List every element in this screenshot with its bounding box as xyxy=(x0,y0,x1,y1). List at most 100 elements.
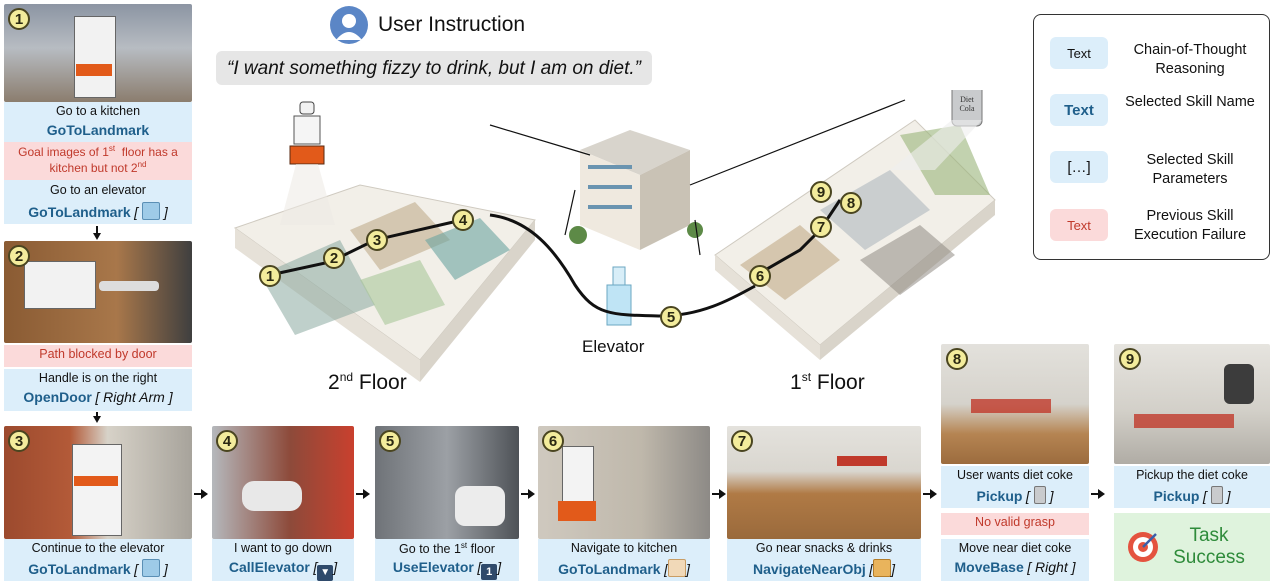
legend-label-skill: Selected Skill Name xyxy=(1125,94,1255,110)
map-badge-3: 3 xyxy=(366,229,388,251)
step7-skill-row: NavigateNearObj [] xyxy=(727,559,921,581)
user-icon xyxy=(330,6,368,44)
step8-param-2: Right xyxy=(1035,559,1068,575)
step8-skill-row: Pickup [ ] xyxy=(941,486,1089,508)
target-icon xyxy=(1126,530,1160,564)
step7-skill: NavigateNearObj xyxy=(752,561,866,577)
legend-row-param: […] Selected Skill Parameters xyxy=(1034,143,1269,191)
elevator-label: Elevator xyxy=(582,337,645,356)
instruction-text: “I want something fizzy to drink, but I … xyxy=(227,58,641,79)
step9-photo xyxy=(1114,344,1270,464)
step7-photo xyxy=(727,426,921,539)
map-badge-8: 8 xyxy=(840,192,862,214)
map-badge-7: 7 xyxy=(810,216,832,238)
svg-text:Diet: Diet xyxy=(960,95,975,104)
step1-cot: Go to a kitchen xyxy=(4,102,192,124)
kitchen-icon xyxy=(667,559,686,577)
step8-badge: 8 xyxy=(946,348,968,370)
step8-failure: No valid grasp xyxy=(941,513,1089,535)
step2-cot: Handle is on the right xyxy=(4,369,192,391)
legend-chip-fail: Text xyxy=(1050,209,1108,241)
step4-badge: 4 xyxy=(216,430,238,452)
step1-badge: 1 xyxy=(8,8,30,30)
step8-skill-2-row: MoveBase [ Right ] xyxy=(941,559,1089,581)
floor-one-icon: 1 xyxy=(481,564,498,580)
step1-skill-2: GoToLandmark xyxy=(28,204,131,220)
step6-photo xyxy=(538,426,710,539)
legend-label-cot: Chain-of-Thought Reasoning xyxy=(1133,42,1247,77)
step1-failure: Goal images of 1st floor has a kitchen b… xyxy=(4,142,192,180)
legend-box: Text Chain-of-Thought Reasoning Text Sel… xyxy=(1033,14,1270,260)
elevator-landmark-icon xyxy=(141,559,160,577)
step5-cot: Go to the 1st floor xyxy=(375,539,519,561)
step1-cot-2: Go to an elevator xyxy=(4,180,192,203)
step3-skill: GoToLandmark xyxy=(28,561,131,577)
step8-skill: Pickup xyxy=(976,488,1023,504)
elevator-icon xyxy=(606,266,632,326)
legend-chip-skill: Text xyxy=(1050,94,1108,126)
floor-map: Diet Cola xyxy=(233,90,996,382)
step7-cot: Go near snacks & drinks xyxy=(727,539,921,561)
map-badge-4: 4 xyxy=(452,209,474,231)
step5-skill: UseElevator xyxy=(392,559,474,575)
svg-text:Cola: Cola xyxy=(959,104,975,113)
can-icon xyxy=(1210,486,1223,504)
legend-row-skill: Text Selected Skill Name xyxy=(1034,86,1269,134)
apartment-building xyxy=(569,130,703,250)
step2-failure: Path blocked by door xyxy=(4,345,192,367)
step3-photo xyxy=(4,426,192,539)
legend-label-param: Selected Skill Parameters xyxy=(1146,152,1234,187)
step6-skill: GoToLandmark xyxy=(558,561,661,577)
step3-badge: 3 xyxy=(8,430,30,452)
snacks-icon xyxy=(873,559,892,577)
step4-cot: I want to go down xyxy=(212,539,354,561)
step7-badge: 7 xyxy=(731,430,753,452)
step3-cot: Continue to the elevator xyxy=(4,539,192,561)
step6-badge: 6 xyxy=(542,430,564,452)
step8-cot-2: Move near diet coke xyxy=(941,539,1089,561)
map-badge-1: 1 xyxy=(259,265,281,287)
legend-chip-param: […] xyxy=(1050,151,1108,183)
step3-skill-row: GoToLandmark [ ] xyxy=(4,559,192,581)
step6-cot: Navigate to kitchen xyxy=(538,539,710,561)
step9-skill-row: Pickup [ ] xyxy=(1114,486,1270,508)
step4-skill: CallElevator xyxy=(228,559,310,575)
step5-badge: 5 xyxy=(379,430,401,452)
step5-photo xyxy=(375,426,519,539)
instruction-bubble xyxy=(216,51,652,85)
can-icon xyxy=(1033,486,1046,504)
step2-skill: OpenDoor xyxy=(23,389,92,405)
step2-param: Right Arm xyxy=(103,389,165,405)
step8-cot: User wants diet coke xyxy=(941,466,1089,488)
step9-badge: 9 xyxy=(1119,348,1141,370)
step4-skill-row: CallElevator [▼] xyxy=(212,559,354,581)
step1-skill: GoToLandmark xyxy=(4,122,192,142)
legend-row-fail: Text Previous Skill Execution Failure xyxy=(1034,201,1269,249)
instruction-title: User Instruction xyxy=(378,13,526,36)
legend-label-fail: Previous Skill Execution Failure xyxy=(1133,208,1247,243)
elevator-down-icon: ▼ xyxy=(317,565,334,581)
step1-skill-2-row: GoToLandmark [ ] xyxy=(4,202,192,224)
legend-chip-cot: Text xyxy=(1050,37,1108,69)
step2-badge: 2 xyxy=(8,245,30,267)
map-badge-6: 6 xyxy=(749,265,771,287)
step2-skill-row: OpenDoor [ Right Arm ] xyxy=(4,389,192,411)
robot-icon xyxy=(280,101,335,225)
elevator-landmark-icon xyxy=(141,202,160,220)
map-badge-2: 2 xyxy=(323,247,345,269)
second-floor-plan xyxy=(233,184,536,382)
floor-1-label: 1st Floor xyxy=(790,370,865,394)
step9-skill: Pickup xyxy=(1153,488,1200,504)
step1-photo xyxy=(4,4,192,102)
step5-skill-row: UseElevator [1] xyxy=(375,559,519,581)
step6-skill-row: GoToLandmark [] xyxy=(538,559,710,581)
step8-skill-2: MoveBase xyxy=(954,559,1024,575)
first-floor-plan xyxy=(714,119,996,360)
map-badge-9: 9 xyxy=(810,181,832,203)
can-icon xyxy=(890,90,983,170)
floor-2-label: 2nd Floor xyxy=(328,370,407,394)
step9-cot: Pickup the diet coke xyxy=(1114,466,1270,488)
task-success-text: Task Success xyxy=(1173,525,1245,568)
map-badge-5: 5 xyxy=(660,306,682,328)
step2-photo xyxy=(4,241,192,343)
